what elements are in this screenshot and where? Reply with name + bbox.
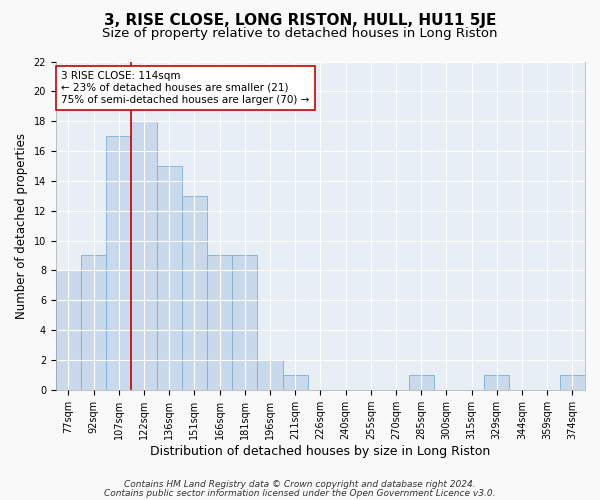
Bar <box>207 256 232 390</box>
Bar <box>106 136 131 390</box>
Bar <box>560 375 585 390</box>
Bar <box>232 256 257 390</box>
Bar <box>484 375 509 390</box>
Text: 3 RISE CLOSE: 114sqm
← 23% of detached houses are smaller (21)
75% of semi-detac: 3 RISE CLOSE: 114sqm ← 23% of detached h… <box>61 72 310 104</box>
Bar <box>257 360 283 390</box>
Bar <box>283 375 308 390</box>
X-axis label: Distribution of detached houses by size in Long Riston: Distribution of detached houses by size … <box>150 444 491 458</box>
Text: 3, RISE CLOSE, LONG RISTON, HULL, HU11 5JE: 3, RISE CLOSE, LONG RISTON, HULL, HU11 5… <box>104 12 496 28</box>
Bar <box>81 256 106 390</box>
Bar <box>409 375 434 390</box>
Text: Contains public sector information licensed under the Open Government Licence v3: Contains public sector information licen… <box>104 489 496 498</box>
Y-axis label: Number of detached properties: Number of detached properties <box>15 132 28 318</box>
Bar <box>157 166 182 390</box>
Bar <box>56 270 81 390</box>
Text: Size of property relative to detached houses in Long Riston: Size of property relative to detached ho… <box>102 28 498 40</box>
Text: Contains HM Land Registry data © Crown copyright and database right 2024.: Contains HM Land Registry data © Crown c… <box>124 480 476 489</box>
Bar <box>131 121 157 390</box>
Bar <box>182 196 207 390</box>
